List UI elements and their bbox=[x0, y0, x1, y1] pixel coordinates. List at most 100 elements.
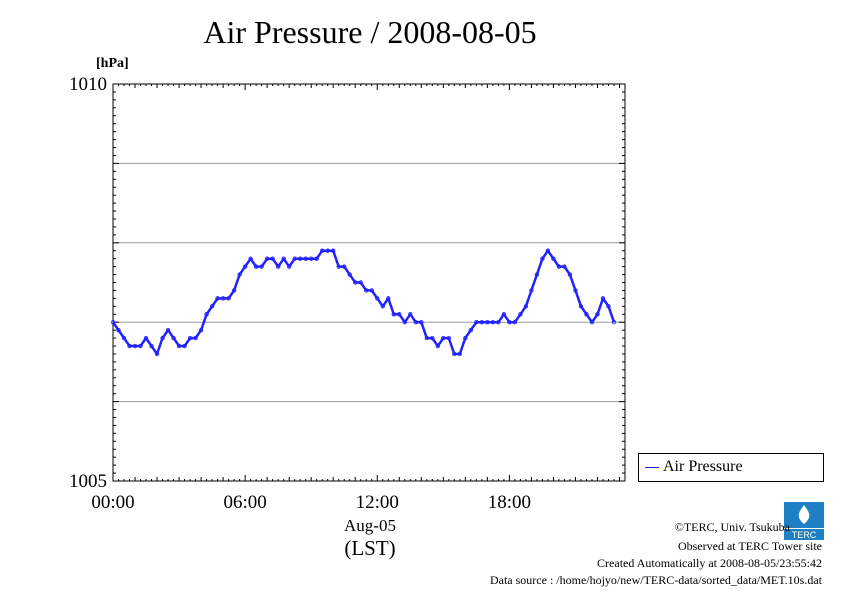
data-point bbox=[611, 320, 617, 325]
y-tick-label: 1005 bbox=[69, 471, 107, 492]
data-point bbox=[391, 312, 396, 317]
data-point bbox=[479, 320, 485, 325]
data-point bbox=[424, 335, 430, 341]
data-point bbox=[209, 304, 215, 309]
data-point bbox=[165, 327, 171, 333]
data-point bbox=[121, 335, 127, 341]
data-point bbox=[518, 312, 523, 317]
credit-copyright: ©TERC, Univ. Tsukuba bbox=[674, 520, 790, 534]
data-point bbox=[507, 320, 512, 325]
data-point bbox=[589, 320, 595, 325]
y-tick-label: 1010 bbox=[69, 74, 107, 95]
legend-swatch bbox=[645, 467, 659, 468]
x-tick-label: 00:00 bbox=[91, 492, 134, 513]
data-point bbox=[226, 296, 231, 301]
data-point bbox=[523, 304, 529, 309]
data-point bbox=[259, 264, 264, 269]
data-point bbox=[237, 272, 242, 277]
x-axis-timezone-label: (LST) bbox=[344, 536, 396, 560]
data-point bbox=[457, 351, 463, 357]
data-point bbox=[286, 264, 292, 269]
tick-layer bbox=[112, 83, 626, 482]
data-point bbox=[143, 335, 149, 341]
data-point bbox=[501, 312, 507, 317]
data-point bbox=[446, 335, 452, 341]
x-tick-label: 12:00 bbox=[356, 492, 399, 513]
data-point bbox=[347, 272, 352, 277]
data-point bbox=[369, 288, 374, 293]
data-point bbox=[496, 320, 501, 325]
data-point bbox=[595, 312, 600, 317]
credit-created: Created Automatically at 2008-08-05/23:5… bbox=[597, 556, 822, 570]
data-point bbox=[198, 327, 204, 333]
data-point bbox=[342, 264, 347, 269]
data-point bbox=[529, 288, 534, 293]
data-point bbox=[231, 288, 237, 293]
legend: Air Pressure bbox=[638, 453, 824, 482]
data-point bbox=[149, 343, 154, 349]
data-point bbox=[297, 256, 303, 261]
data-point bbox=[160, 335, 165, 341]
data-point bbox=[358, 280, 363, 285]
data-point bbox=[270, 256, 275, 261]
data-point bbox=[116, 327, 121, 333]
data-point bbox=[176, 343, 182, 349]
y-axis-unit-label: [hPa] bbox=[96, 56, 129, 71]
data-point bbox=[308, 256, 314, 261]
data-point bbox=[253, 264, 259, 269]
data-point bbox=[573, 288, 578, 293]
grid-layer bbox=[113, 162, 625, 403]
data-point bbox=[375, 296, 380, 301]
data-point bbox=[545, 248, 551, 253]
data-point bbox=[386, 296, 391, 301]
data-point bbox=[540, 256, 545, 261]
data-point bbox=[584, 312, 589, 317]
data-point bbox=[562, 264, 567, 269]
data-point bbox=[138, 343, 143, 349]
data-point bbox=[331, 248, 336, 253]
data-point bbox=[474, 320, 479, 325]
data-point bbox=[485, 320, 490, 325]
data-point bbox=[435, 343, 441, 349]
data-point bbox=[281, 256, 286, 261]
terc-logo-icon: TERC bbox=[784, 502, 824, 540]
data-point bbox=[600, 296, 606, 301]
data-point bbox=[408, 312, 413, 317]
data-point bbox=[204, 312, 209, 317]
series-layer bbox=[110, 248, 617, 357]
data-point bbox=[193, 335, 198, 341]
x-axis-date-label: Aug-05 bbox=[344, 516, 396, 535]
data-point bbox=[419, 320, 424, 325]
data-point bbox=[154, 351, 160, 357]
data-point bbox=[127, 343, 132, 349]
data-point bbox=[512, 320, 518, 325]
data-point bbox=[303, 256, 308, 261]
data-point bbox=[182, 343, 187, 349]
chart-title: Air Pressure / 2008-08-05 bbox=[203, 14, 537, 50]
data-point bbox=[314, 256, 319, 261]
data-point bbox=[187, 335, 193, 341]
data-point bbox=[336, 264, 341, 269]
data-point bbox=[292, 256, 297, 261]
data-point bbox=[320, 248, 325, 253]
data-point bbox=[413, 320, 418, 325]
legend-label: Air Pressure bbox=[663, 458, 743, 475]
data-point bbox=[364, 288, 369, 293]
x-tick-label: 06:00 bbox=[223, 492, 266, 513]
data-point bbox=[534, 272, 540, 277]
credit-observed: Observed at TERC Tower site bbox=[677, 539, 822, 553]
data-point bbox=[215, 296, 220, 301]
data-point bbox=[468, 327, 474, 333]
data-point bbox=[578, 304, 584, 309]
plot-frame bbox=[112, 83, 626, 482]
data-point bbox=[441, 335, 446, 341]
data-point bbox=[397, 312, 402, 317]
data-point bbox=[325, 248, 330, 253]
data-point bbox=[606, 304, 611, 309]
data-point bbox=[402, 320, 407, 325]
data-point bbox=[248, 256, 253, 261]
data-point bbox=[275, 264, 281, 269]
data-point bbox=[490, 320, 496, 325]
